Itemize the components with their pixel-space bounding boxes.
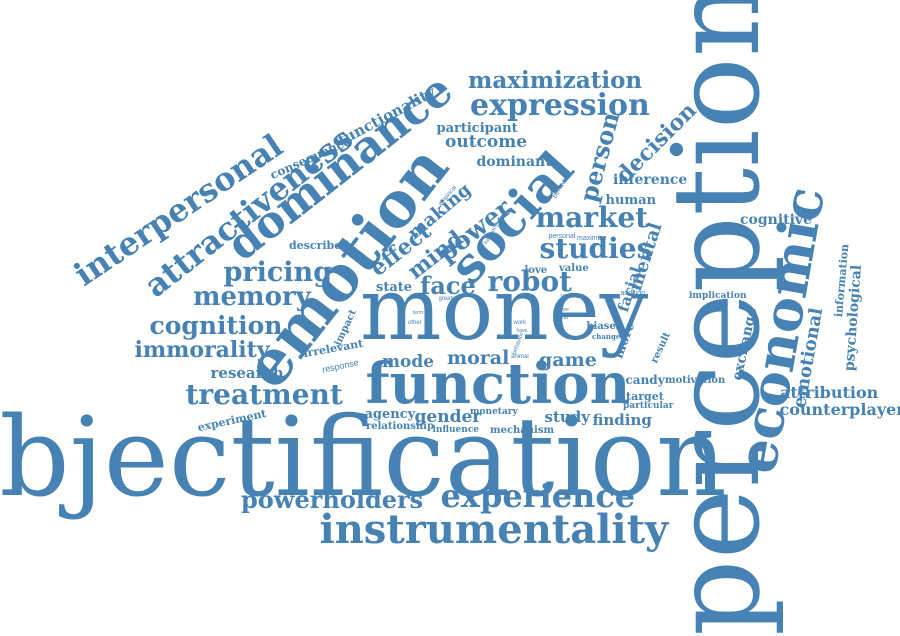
word-inference: inference [613, 173, 687, 187]
word-mode: mode [382, 354, 434, 371]
word-target: target [626, 391, 664, 402]
word-relationship: relationship [366, 422, 434, 432]
word-response: response [321, 358, 359, 375]
word-influence: influence [433, 426, 480, 435]
word-cognitive: cognitive [740, 213, 812, 227]
word-study: study [545, 410, 590, 425]
word-person: person [576, 110, 623, 205]
word-mechanism: mechanism [490, 426, 554, 436]
word-game: game [539, 351, 597, 370]
word-have: have [517, 329, 528, 334]
word-maximization: maximization [468, 69, 642, 92]
word-powerholders: powerholders [241, 488, 423, 512]
word-attribution: attribution [780, 385, 878, 401]
word-term: term [413, 311, 423, 316]
word-greater: greater [439, 296, 458, 302]
word-cognition: cognition [150, 313, 283, 338]
word-maximize: maximize [577, 235, 607, 242]
word-implication: implication [689, 292, 747, 301]
word-monetary: monetary [470, 408, 518, 417]
word-particular: particular [623, 402, 673, 411]
word-treatment: treatment [186, 381, 343, 409]
word-instrumentality: instrumentality [320, 510, 669, 550]
word-agency: agency [365, 408, 416, 421]
word-biases: biases [587, 322, 622, 332]
word-immorality: immorality [135, 339, 270, 361]
word-research: research [211, 366, 284, 381]
word-experience: experience [441, 480, 636, 512]
word-level: level [556, 315, 568, 321]
word-outcome: outcome [445, 134, 527, 151]
word-moral: moral [447, 349, 509, 368]
word-motivation: motivation [665, 376, 725, 386]
word-love: love [525, 266, 548, 276]
word-other: other [408, 320, 422, 326]
word-dominant: dominant [477, 155, 552, 169]
word-animal: animal [511, 354, 529, 360]
word-addition: addition [621, 290, 646, 297]
word-human: human [606, 194, 657, 207]
word-change: change [592, 333, 620, 340]
word-candy: candy [626, 374, 665, 386]
word-work: work [514, 320, 527, 326]
word-finding: finding [593, 413, 652, 428]
word-described: described [289, 240, 349, 251]
word-participant: participant [437, 122, 518, 135]
word-memory: memory [193, 284, 311, 310]
word-varies: varies [561, 293, 580, 300]
word-value: value [559, 264, 589, 274]
word-face: face [420, 274, 476, 298]
word-personal: personal [549, 233, 576, 240]
word-market: market [536, 204, 649, 232]
word-counterplayer: counterplayer [780, 402, 900, 418]
word-state: state [376, 281, 412, 294]
word-type: type [560, 308, 569, 313]
